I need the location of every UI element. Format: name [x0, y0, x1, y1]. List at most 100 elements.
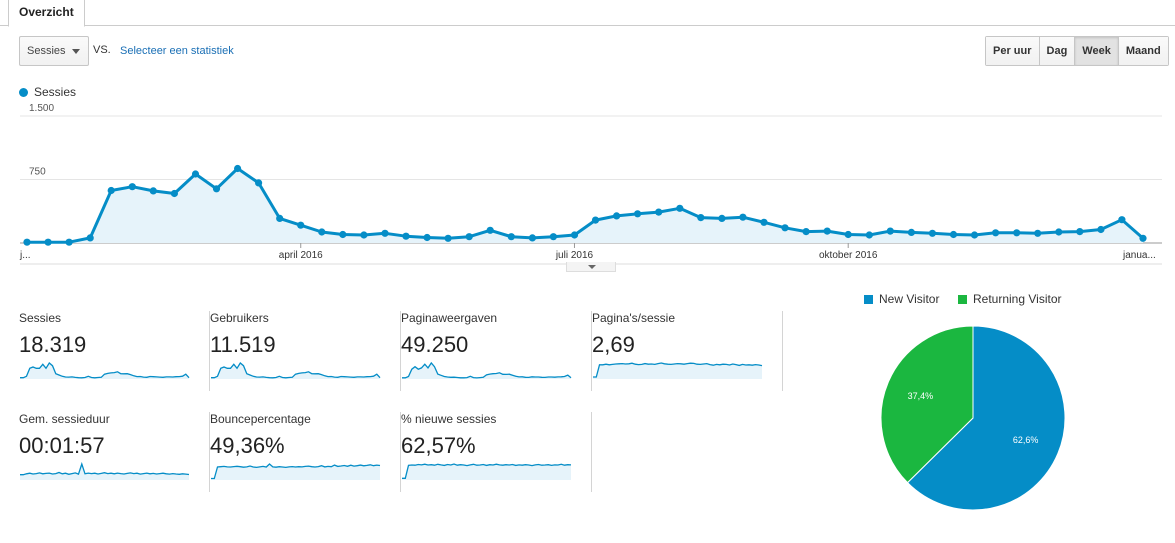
data-point[interactable]	[1139, 234, 1147, 242]
pie-legend-new: New Visitor	[864, 292, 939, 306]
data-point[interactable]	[655, 208, 663, 216]
data-point[interactable]	[823, 227, 831, 235]
sparkline-line	[402, 361, 572, 379]
data-point[interactable]	[65, 238, 73, 246]
data-point[interactable]	[297, 221, 305, 229]
granularity-dag-button[interactable]: Dag	[1038, 37, 1075, 65]
data-point[interactable]	[107, 186, 115, 195]
metric-label: Gebruikers	[210, 311, 269, 325]
data-point[interactable]	[760, 218, 768, 226]
data-point[interactable]	[23, 238, 31, 246]
pie-slice-returning-visitor[interactable]	[880, 325, 974, 484]
visitor-type-pie-chart: 62,6% 37,4%	[880, 325, 1066, 511]
data-point[interactable]	[1055, 228, 1063, 236]
data-point[interactable]	[802, 228, 810, 236]
data-point[interactable]	[507, 233, 515, 241]
data-point[interactable]	[486, 226, 494, 234]
data-point[interactable]	[992, 229, 1000, 237]
data-point[interactable]	[465, 233, 473, 241]
data-point[interactable]	[634, 210, 642, 218]
x-tick-label: j...	[19, 250, 31, 261]
metric-tile[interactable]: Pagina's/sessie 2,69	[592, 311, 783, 391]
x-tick-label: janua...	[1122, 250, 1156, 261]
data-point[interactable]	[234, 164, 242, 173]
data-point[interactable]	[844, 230, 852, 239]
granularity-maand-button[interactable]: Maand	[1117, 37, 1168, 65]
data-point[interactable]	[907, 228, 916, 236]
metric-select[interactable]: Sessies	[19, 36, 89, 66]
data-point[interactable]	[697, 214, 705, 222]
data-point[interactable]	[44, 238, 52, 246]
data-point[interactable]	[928, 229, 937, 237]
data-point[interactable]	[318, 228, 326, 236]
data-point[interactable]	[170, 189, 178, 198]
data-point[interactable]	[591, 216, 600, 224]
data-point[interactable]	[970, 231, 979, 239]
data-point[interactable]	[444, 234, 452, 242]
metric-value: 18.319	[19, 332, 87, 357]
data-point[interactable]	[865, 231, 873, 239]
caret-down-icon	[588, 265, 596, 269]
chart-collapse-handle[interactable]	[566, 262, 616, 272]
data-point[interactable]	[570, 231, 579, 239]
metric-value: 49.250	[401, 332, 469, 357]
data-point[interactable]	[402, 232, 410, 240]
data-point[interactable]	[276, 214, 284, 222]
metric-value: 49,36%	[210, 433, 285, 458]
data-point[interactable]	[1013, 229, 1021, 237]
data-point[interactable]	[949, 230, 958, 239]
data-point[interactable]	[128, 183, 136, 191]
metric-label: Paginaweergaven	[401, 311, 498, 325]
data-point[interactable]	[1097, 225, 1105, 234]
y-tick-label: 750	[29, 167, 46, 178]
data-point[interactable]	[739, 213, 747, 221]
pie-slice-new-visitor[interactable]	[906, 325, 1066, 511]
data-point[interactable]	[528, 234, 537, 242]
data-point[interactable]	[886, 227, 894, 235]
legend-dot-icon	[19, 88, 28, 97]
metric-sparkline	[402, 361, 572, 379]
metric-sparkline	[402, 463, 572, 480]
data-point[interactable]	[423, 233, 431, 242]
data-point[interactable]	[1118, 216, 1126, 224]
data-point[interactable]	[212, 185, 221, 193]
granularity-per-uur-button[interactable]: Per uur	[986, 37, 1039, 65]
legend-square-icon	[864, 295, 873, 304]
metric-label: Pagina's/sessie	[592, 311, 676, 325]
data-point[interactable]	[191, 170, 200, 178]
data-point[interactable]	[676, 204, 684, 212]
metric-tile[interactable]: Sessies 18.319	[19, 311, 210, 391]
tab-overzicht[interactable]: Overzicht	[8, 0, 85, 27]
metric-tile[interactable]: Gem. sessieduur 00:01:57	[19, 412, 210, 492]
metric-tile[interactable]: Paginaweergaven 49.250	[401, 311, 592, 391]
sparkline-area	[593, 363, 762, 379]
sparkline-area	[402, 464, 571, 480]
data-point[interactable]	[255, 179, 263, 187]
data-point[interactable]	[718, 214, 726, 222]
data-point[interactable]	[360, 231, 368, 239]
data-point[interactable]	[149, 187, 157, 195]
metric-sparkline	[20, 362, 190, 379]
data-point[interactable]	[613, 212, 621, 220]
chart-legend: Sessies	[19, 85, 76, 99]
metric-value: 2,69	[592, 332, 635, 357]
x-tick-label: april 2016	[279, 250, 323, 261]
granularity-week-button[interactable]: Week	[1074, 37, 1118, 65]
legend-square-icon	[958, 295, 967, 304]
metric-tile[interactable]: Bouncepercentage 49,36%	[210, 412, 401, 492]
data-point[interactable]	[781, 224, 789, 232]
data-point[interactable]	[86, 234, 94, 242]
compare-metric-link[interactable]: Selecteer een statistiek	[120, 45, 234, 57]
pie-data-label: 37,4%	[908, 391, 934, 401]
data-point[interactable]	[339, 230, 347, 239]
data-point[interactable]	[549, 233, 558, 241]
metric-tile[interactable]: % nieuwe sessies 62,57%	[401, 412, 592, 492]
sparkline-line	[20, 462, 190, 476]
data-point[interactable]	[1034, 229, 1042, 237]
metric-label: Bouncepercentage	[210, 412, 311, 426]
data-point[interactable]	[1076, 228, 1084, 236]
metric-tile[interactable]: Gebruikers 11.519	[210, 311, 401, 391]
sparkline-line	[211, 362, 381, 379]
x-tick-label: oktober 2016	[819, 250, 878, 261]
data-point[interactable]	[381, 229, 389, 237]
